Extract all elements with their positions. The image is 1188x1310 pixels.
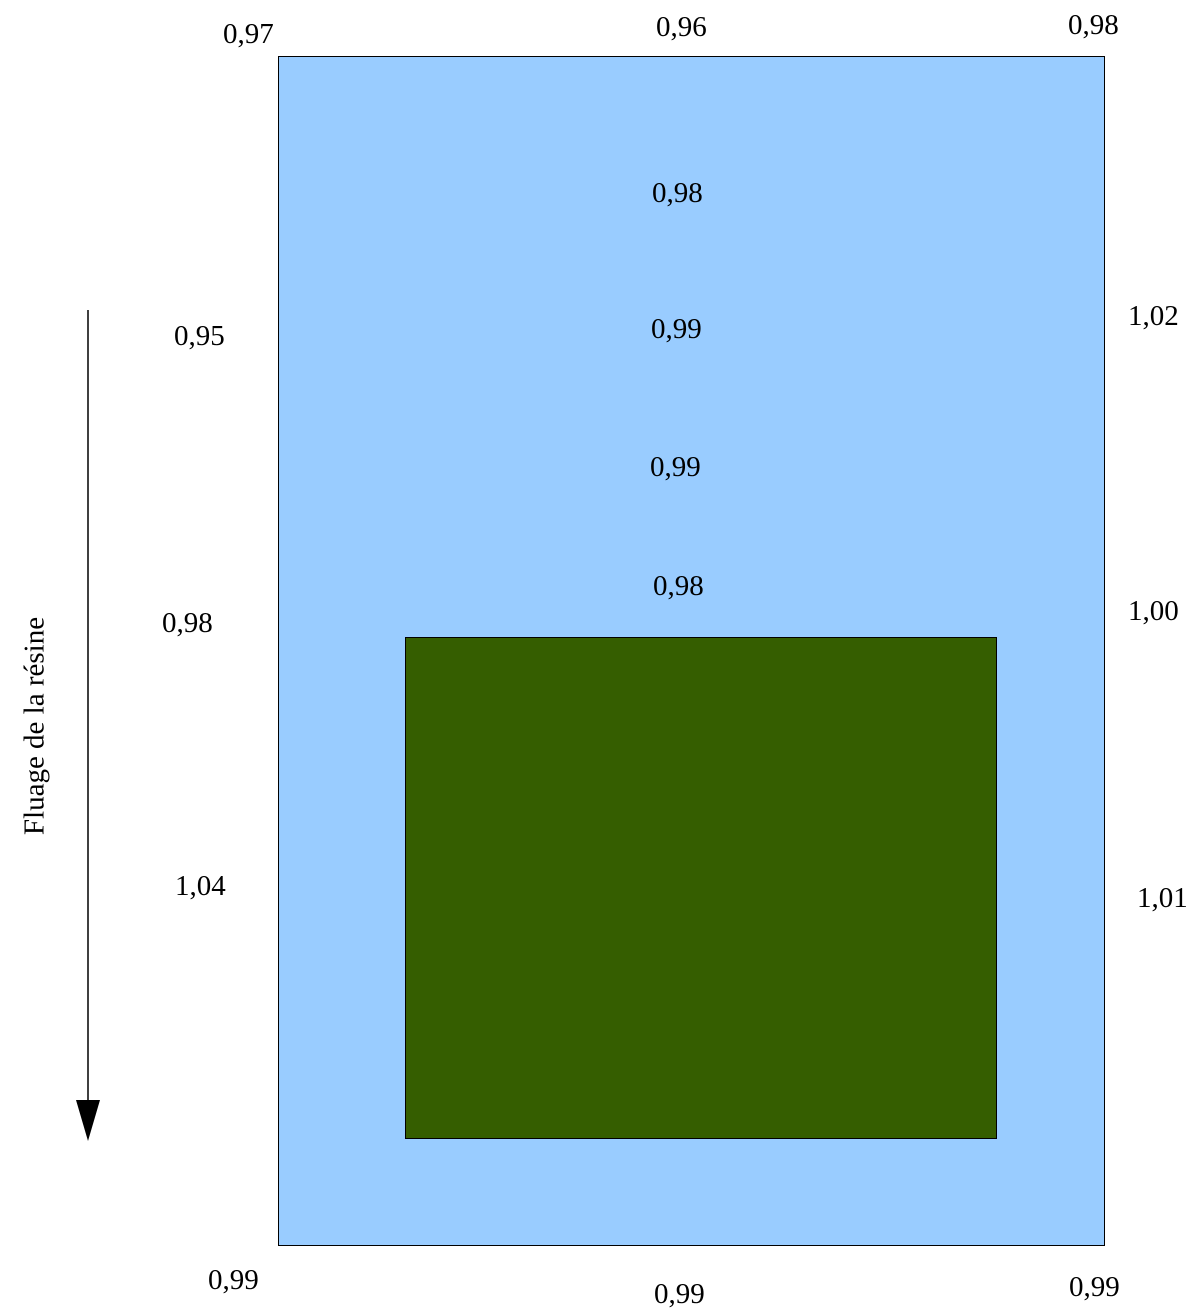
value-bottom-right: 0,99 xyxy=(1069,1271,1120,1303)
value-right-1: 1,02 xyxy=(1128,300,1179,332)
value-bottom-center: 0,99 xyxy=(654,1278,705,1310)
value-center-1: 0,98 xyxy=(652,177,703,209)
insert-block xyxy=(405,637,997,1139)
value-top-left: 0,97 xyxy=(223,18,274,50)
value-right-2: 1,00 xyxy=(1128,595,1179,627)
value-center-2: 0,99 xyxy=(651,313,702,345)
value-left-3: 1,04 xyxy=(175,870,226,902)
flow-label: Fluage de la résine xyxy=(18,616,51,836)
flow-arrow xyxy=(76,310,100,1141)
value-right-3: 1,01 xyxy=(1137,882,1188,914)
value-left-1: 0,95 xyxy=(174,320,225,352)
value-center-4: 0,98 xyxy=(653,570,704,602)
value-center-3: 0,99 xyxy=(650,451,701,483)
value-top-right: 0,98 xyxy=(1068,9,1119,41)
value-bottom-left: 0,99 xyxy=(208,1264,259,1296)
flow-arrow-head xyxy=(76,1100,100,1141)
value-left-2: 0,98 xyxy=(162,607,213,639)
value-top-center: 0,96 xyxy=(656,11,707,43)
